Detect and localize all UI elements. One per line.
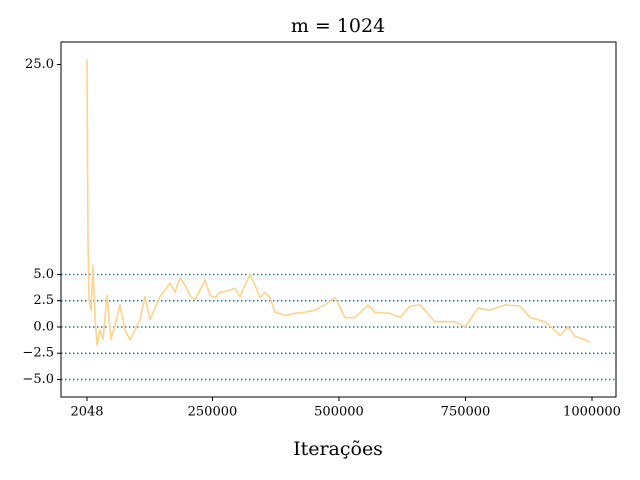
y-tick-label: 5.0 bbox=[33, 267, 54, 282]
y-tick-label: −2.5 bbox=[22, 346, 54, 361]
x-axis-label: Iterações bbox=[293, 438, 383, 460]
x-tick-label: 2048 bbox=[70, 405, 103, 420]
x-tick-label: 250000 bbox=[188, 405, 238, 420]
chart-title: m = 1024 bbox=[291, 15, 385, 37]
y-tick-label: 0.0 bbox=[33, 319, 54, 334]
y-tick-label: 25.0 bbox=[25, 57, 54, 72]
x-tick-label: 750000 bbox=[441, 405, 491, 420]
y-tick-label: 2.5 bbox=[33, 293, 54, 308]
data-line bbox=[86, 59, 591, 346]
plot-frame bbox=[60, 41, 617, 398]
y-tick-label: −5.0 bbox=[22, 372, 54, 387]
x-tick-label: 500000 bbox=[314, 405, 364, 420]
x-tick-label: 1000000 bbox=[563, 405, 621, 420]
